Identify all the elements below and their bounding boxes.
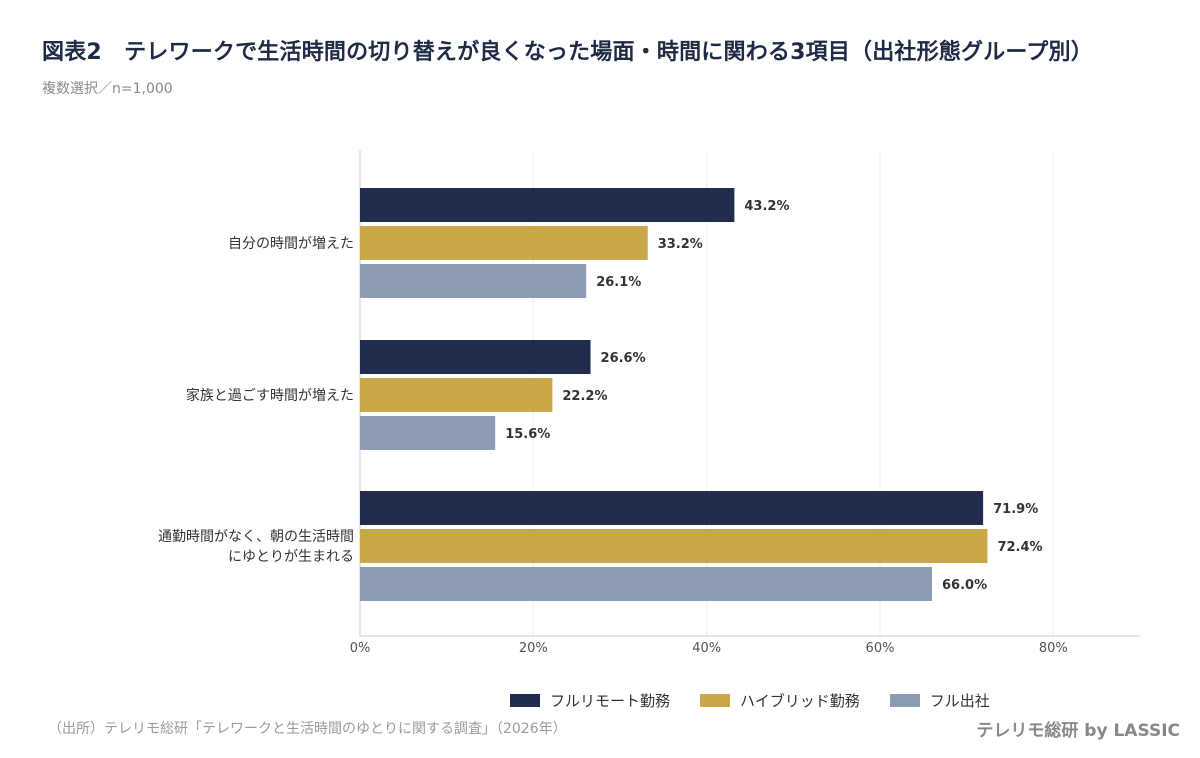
- legend-swatch-full-office: [889, 694, 920, 707]
- data-label: 43.2%: [744, 199, 789, 214]
- legend-label-full-remote: フルリモート勤務: [550, 692, 671, 710]
- x-tick-label: 60%: [866, 641, 895, 656]
- x-tick-label: 80%: [1039, 641, 1068, 656]
- x-tick-label: 20%: [519, 641, 548, 656]
- legend-swatch-full-remote: [510, 694, 540, 707]
- data-label: 22.2%: [562, 389, 607, 404]
- legend-item-full-office: フル出社: [889, 690, 990, 711]
- bar: [360, 416, 496, 450]
- bar: [360, 378, 553, 412]
- x-tick-label: 0%: [350, 641, 371, 656]
- category-label: 家族と過ごす時間が増えた: [186, 387, 354, 404]
- legend-item-hybrid: ハイブリッド勤務: [700, 690, 860, 711]
- bar: [360, 264, 587, 298]
- legend-swatch-hybrid: [700, 694, 731, 707]
- data-label: 26.6%: [601, 351, 646, 366]
- category-label: にゆとりが生まれる: [228, 549, 354, 565]
- category-label: 通勤時間がなく、朝の生活時間: [158, 529, 354, 545]
- data-label: 72.4%: [997, 540, 1042, 555]
- bar: [360, 491, 984, 525]
- data-label: 66.0%: [942, 578, 987, 593]
- bar: [360, 567, 932, 601]
- bar: [360, 188, 735, 222]
- legend-label-hybrid: ハイブリッド勤務: [740, 692, 860, 710]
- legend-item-full-remote: フルリモート勤務: [510, 690, 670, 711]
- bar: [360, 340, 591, 374]
- chart-legend: フルリモート勤務 ハイブリッド勤務 フル出社: [510, 690, 990, 711]
- page-title: 図表2 テレワークで生活時間の切り替えが良くなった場面・時間に関わる3項目（出社…: [42, 40, 1093, 65]
- bar: [360, 529, 988, 563]
- data-label: 71.9%: [993, 502, 1038, 517]
- data-label: 26.1%: [596, 275, 641, 290]
- category-label: 自分の時間が増えた: [228, 236, 354, 252]
- x-tick-label: 40%: [692, 641, 721, 656]
- source-note: （出所）テレリモ総研「テレワークと生活時間のゆとりに関する調査」（2026年）: [48, 721, 567, 737]
- chart-subtitle: 複数選択／n=1,000: [42, 81, 173, 97]
- data-label: 33.2%: [658, 237, 703, 252]
- brand-label: テレリモ総研 by LASSIC: [976, 721, 1180, 741]
- bar: [360, 226, 648, 260]
- data-label: 15.6%: [505, 427, 550, 442]
- legend-label-full-office: フル出社: [929, 692, 990, 710]
